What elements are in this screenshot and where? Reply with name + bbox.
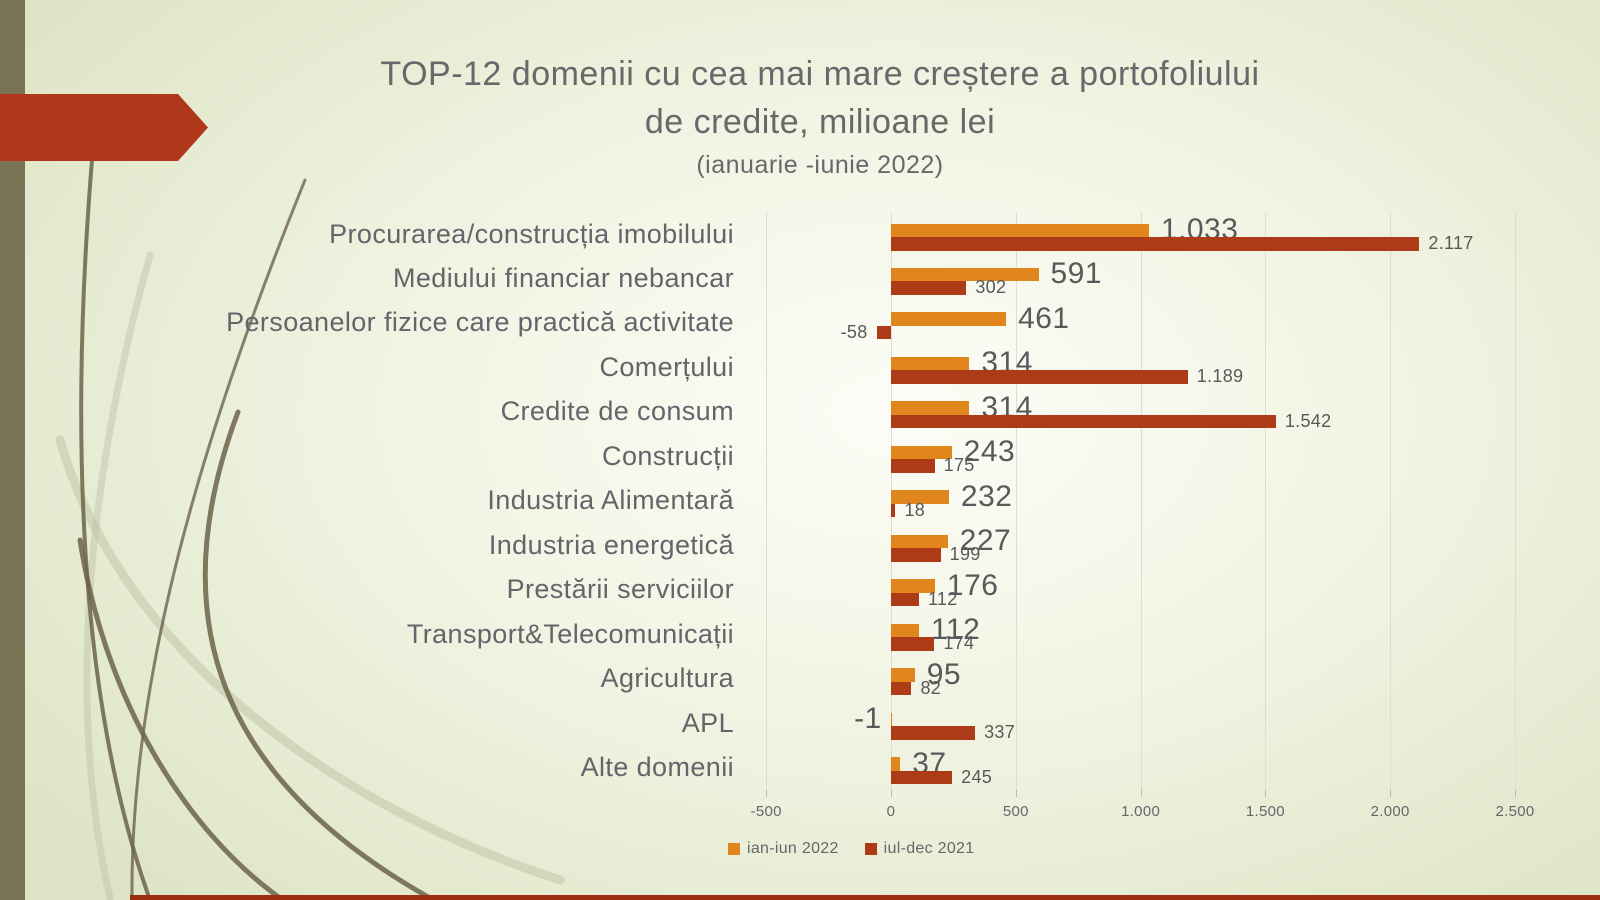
bar-iul-dec-2021 xyxy=(891,592,919,607)
title-line-1: TOP-12 domenii cu cea mai mare creștere … xyxy=(380,55,1260,93)
x-axis-tick xyxy=(766,790,768,797)
bar-iul-dec-2021 xyxy=(891,637,935,651)
gridline xyxy=(1015,212,1017,790)
gridline xyxy=(766,212,768,790)
category-label: Industria energetică xyxy=(488,529,734,560)
category-label: Agricultura xyxy=(600,663,734,694)
red-arrow-decoration xyxy=(0,94,208,161)
grass-decoration xyxy=(55,158,565,900)
legend-swatch-ian-iun-2022 xyxy=(728,843,740,855)
value-label-ian-iun-2022: -1 xyxy=(854,702,882,736)
category-label: Construcții xyxy=(602,440,734,471)
value-label-iul-dec-2021: 175 xyxy=(943,455,975,476)
value-label-ian-iun-2022: 461 xyxy=(1018,301,1070,335)
value-label-iul-dec-2021: 199 xyxy=(949,544,981,565)
value-label-iul-dec-2021: 245 xyxy=(961,766,993,787)
value-label-ian-iun-2022: 176 xyxy=(946,568,999,602)
bar-ian-iun-2022 xyxy=(891,579,935,593)
legend-label-iul-dec-2021: iul-dec 2021 xyxy=(883,840,975,857)
value-label-iul-dec-2021: 1.189 xyxy=(1196,366,1244,387)
bar-ian-iun-2022 xyxy=(891,623,919,638)
title-line-2: de credite, milioane lei xyxy=(644,103,996,141)
bar-ian-iun-2022 xyxy=(891,757,901,771)
legend-label-ian-iun-2022: ian-iun 2022 xyxy=(747,840,839,857)
x-axis-tick xyxy=(1390,790,1392,797)
value-label-iul-dec-2021: 18 xyxy=(904,499,926,520)
bar-ian-iun-2022 xyxy=(891,223,1149,237)
value-label-ian-iun-2022: 232 xyxy=(960,479,1013,513)
bar-iul-dec-2021 xyxy=(891,503,896,518)
category-label: Industria Alimentară xyxy=(487,485,734,516)
bar-ian-iun-2022 xyxy=(891,445,952,460)
gridline xyxy=(1265,212,1267,790)
category-label: Transport&Telecomunicații xyxy=(406,618,734,649)
bar-iul-dec-2021 xyxy=(891,237,1420,251)
category-label: Alte domenii xyxy=(580,752,734,783)
gridline xyxy=(1390,212,1392,790)
gridline xyxy=(1140,212,1142,790)
value-label-ian-iun-2022: 227 xyxy=(959,524,1012,558)
bar-ian-iun-2022 xyxy=(891,668,915,682)
bar-ian-iun-2022 xyxy=(891,401,970,415)
bar-iul-dec-2021 xyxy=(891,414,1276,429)
x-axis-tick xyxy=(1140,790,1142,797)
bar-ian-iun-2022 xyxy=(891,490,949,504)
legend-item-iul-dec-2021: iul-dec 2021 xyxy=(864,840,975,858)
bar-iul-dec-2021 xyxy=(891,459,935,473)
value-label-iul-dec-2021: 82 xyxy=(920,677,942,698)
x-axis-tick-label: 0 xyxy=(886,803,896,820)
value-label-iul-dec-2021: 174 xyxy=(943,633,975,654)
x-axis-tick-label: 1.500 xyxy=(1245,803,1285,820)
category-label: Mediului financiar nebancar xyxy=(393,262,734,293)
bar-ian-iun-2022 xyxy=(891,312,1007,326)
x-axis-tick-label: 500 xyxy=(1002,803,1029,820)
gridline xyxy=(1515,212,1516,790)
legend-swatch-iul-dec-2021 xyxy=(864,843,877,855)
x-axis-tick xyxy=(1515,790,1516,797)
bar-iul-dec-2021 xyxy=(891,681,912,696)
title-subtitle: (ianuarie -iunie 2022) xyxy=(696,151,944,179)
x-axis-tick xyxy=(1015,790,1017,797)
bottom-strip-decoration xyxy=(130,895,1600,900)
value-label-iul-dec-2021: 1.542 xyxy=(1284,410,1332,431)
value-label-iul-dec-2021: -58 xyxy=(840,321,868,342)
value-label-iul-dec-2021: 337 xyxy=(984,722,1016,743)
category-label: Comerțului xyxy=(599,351,734,382)
bar-ian-iun-2022 xyxy=(891,267,1039,282)
x-axis-tick-label: 1.000 xyxy=(1121,803,1161,820)
x-axis-tick-label: -500 xyxy=(750,803,782,820)
value-label-ian-iun-2022: 243 xyxy=(963,435,1016,469)
category-label: APL xyxy=(681,707,734,738)
bar-iul-dec-2021 xyxy=(891,770,953,785)
category-label: Procurarea/construcția imobilului xyxy=(329,218,734,249)
category-label: Prestării serviciilor xyxy=(506,574,734,605)
bar-ian-iun-2022 xyxy=(891,534,948,549)
x-axis-tick xyxy=(1265,790,1267,797)
value-label-ian-iun-2022: 591 xyxy=(1050,257,1103,291)
category-label: Credite de consum xyxy=(500,396,734,427)
bar-iul-dec-2021 xyxy=(876,325,891,340)
bar-iul-dec-2021 xyxy=(891,281,967,295)
value-label-iul-dec-2021: 302 xyxy=(975,277,1007,298)
x-axis-tick-label: 2.500 xyxy=(1495,803,1535,820)
value-label-iul-dec-2021: 2.117 xyxy=(1428,233,1474,253)
bar-ian-iun-2022 xyxy=(891,356,970,371)
legend-item-ian-iun-2022: ian-iun 2022 xyxy=(728,840,839,858)
bar-iul-dec-2021 xyxy=(891,548,941,562)
category-label: Persoanelor fizice care practică activit… xyxy=(226,307,734,338)
x-axis-tick-label: 2.000 xyxy=(1370,803,1410,820)
bar-iul-dec-2021 xyxy=(891,370,1188,384)
value-label-iul-dec-2021: 112 xyxy=(927,588,958,609)
x-axis-tick xyxy=(891,790,892,797)
bar-iul-dec-2021 xyxy=(891,726,976,740)
slide-title: TOP-12 domenii cu cea mai mare creștere … xyxy=(240,50,1400,182)
value-label-ian-iun-2022: 112 xyxy=(930,613,981,647)
value-label-ian-iun-2022: 95 xyxy=(926,657,962,691)
chart-legend: ian-iun 2022 iul-dec 2021 xyxy=(728,840,974,858)
